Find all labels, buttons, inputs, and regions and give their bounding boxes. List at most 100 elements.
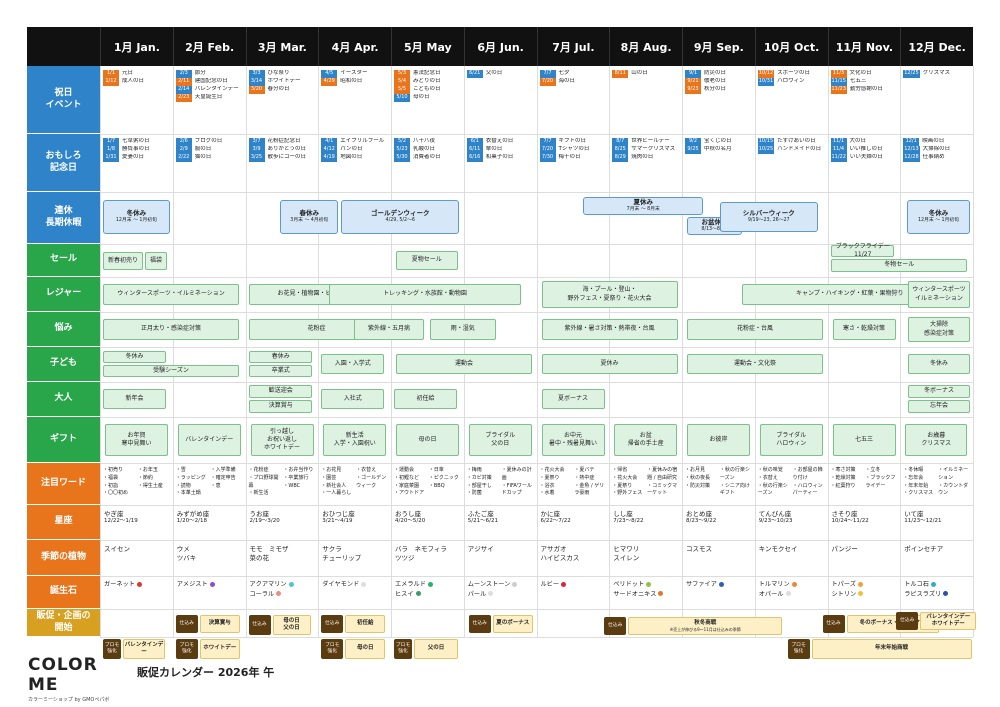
promo-box-label: 父の日 [427,645,445,652]
keyword: ・コミックマーケット [647,482,678,497]
event-item: 6/16 和菓子の日 [466,153,534,162]
birthstone-cell: エメラルド ヒスイ [391,576,464,609]
event-date: 3/14 [248,78,265,86]
grid-line [318,66,320,637]
keyword: ・お花見 [321,467,342,473]
row-label-text: ギフト [49,433,77,444]
event-item: 10/25 ハンドメイドの日 [757,146,825,154]
event-name: 梅干の日 [558,153,581,160]
keyword-cell: ・お月見・秋の夜長・防災対策・秋の行楽シーズン・シニア向けギフト・読書 / スポ… [682,463,755,505]
event-item: 2/11 建国記念の日 [175,78,243,86]
fun-day-cell: 2/6 ブログの日 2/9 服の日 2/22 猫の日 [173,134,246,192]
grid-line [100,312,973,313]
row-label-text: セール [49,254,77,265]
prep-tag: 仕込み [321,615,344,633]
promo-calendar: 1月 Jan. 2月 Feb. 3月 Mar. 4月 Apr. 5月 May 6月 Jun… [27,27,977,659]
gift-bar: お年賀 寒中見舞い [105,424,168,456]
birthstone-name: シトリン [831,590,857,598]
event-date: 9/25 [685,146,701,154]
event-date: 7/7 [539,138,556,146]
event-item: 3/7 花粉症記念日 [248,138,316,146]
zodiac-name: かに座 [540,510,561,518]
keyword: ・アウトドア [394,490,425,497]
keyword: ・読物 [175,482,191,489]
birthstone: トパーズ [832,580,897,590]
prep-tag: 仕込み [604,617,627,635]
event-name: パンの日 [340,145,363,152]
keyword: ・浴衣 [539,482,555,489]
gift-bar: お歳暮 クリスマス [905,424,968,456]
event-name: 宝くじの日 [704,138,732,144]
keyword: ・花火大会 [612,474,638,481]
event-date: 8/25 [612,146,629,154]
event-date: 6/11 [466,146,483,154]
holiday-bar-sub: 4/29, 5/2〜6 [385,218,415,224]
worry-bar: 寒さ・乾燥対策 [832,319,896,340]
prep-tag: 仕込み [468,615,491,633]
row-label: 注目ワード [27,463,100,505]
event-date: 2/23 [175,94,192,102]
event-item: 12/1 映画の日 [903,138,970,146]
prep-tag: プロモ 強化 [175,639,198,659]
birthstone-name: ラピスラズリ [904,590,942,598]
event-item: 6/21 父の日 [466,70,534,78]
gift-bar: お中元 暑中・残暑見舞い [541,424,605,456]
keyword: ・水着 [539,490,555,497]
zodiac-range: 7/23〜8/22 [613,518,644,525]
event-name: 和菓子の日 [485,153,514,160]
keyword: ・ラッピング [175,474,206,481]
worry-bar: 花粉症・台風 [687,319,823,340]
event-item: 11/23 勤労感謝の日 [830,86,898,94]
holiday-bar-spring: 春休み 3月末 ～ 4月初旬 [280,200,339,234]
gift-bar: 母の日 [396,424,459,456]
prep-tag: 仕込み [175,615,198,633]
birthstone-color-dot [646,581,652,587]
event-date: 1/31 [103,154,119,162]
grid-line [100,609,973,610]
birthstone: オパール [759,590,824,600]
keyword: ・初詣 [103,482,119,489]
keyword: ・一人暮らし [321,490,352,497]
holiday-cell: 3/3 ひな祭り 3/14 ホワイトデー 3/20 春分の日 [246,66,319,134]
grid-line [245,66,247,637]
event-item: 7/20 Tシャツの日 [539,146,607,154]
event-date: 10/25 [757,146,775,154]
event-name: エイプリルフール [340,138,385,144]
sale-bar: ブラックフライデー 11/27 [831,243,895,258]
birthstone-cell: ムーンストーン パール [464,576,537,609]
row-label: 季節の植物 [27,540,100,576]
event-date: 12/28 [903,154,920,162]
event-date: 3/9 [248,146,265,154]
promo-box-label: 冬のボーナス・クリスマス [859,620,926,627]
month-header: 4月 Apr. [318,27,391,66]
keyword: ・年末年始 [903,482,929,489]
event-item: 7/30 梅干の日 [539,153,607,162]
event-name: 犬の日 [849,138,867,144]
event-item: 2/3 節分 [175,70,243,78]
row-label: 子ども [27,347,100,382]
event-name: スポーツの日 [777,70,811,76]
keyword: ・乾燥対策 [830,474,856,481]
zodiac-range: 12/22〜1/19 [104,518,138,525]
birthstone-color-dot [561,581,567,587]
event-date: 4/12 [321,146,338,154]
event-date: 8/29 [612,154,629,162]
row-label: 祝日 イベント [27,66,100,134]
event-item: 11/4 いい推しの日 [830,146,898,154]
keyword-cell: ・梅雨 ・カビ対策 ・部屋干し ・防菌 ・夏休みの計画 ・FIFAワールドカップ [464,463,537,505]
flower-cell: バラ ネモフィラ ツツジ [395,545,447,563]
row-label-text: 連休 長期休暇 [45,205,82,228]
event-date: 9/21 [685,78,701,86]
event-date: 11/23 [830,86,847,94]
event-item: 9/25 中秋の名月 [685,146,752,154]
event-name: 勝負事の日 [122,145,150,152]
event-item: 1/7 七草粥の日 [103,138,170,146]
holiday-cell: 1/1 元日 1/12 成人の日 [100,66,173,134]
event-item: 9/1 防災の日 [685,70,752,78]
event-date: 4/5 [321,70,338,78]
kids-bar: 冬休み [103,351,166,363]
kids-bar: 運動会・文化祭 [687,354,823,374]
holiday-bar-winter: 冬休み 12月末 ～ 1月初旬 [103,200,170,234]
event-name: 節分 [194,70,206,76]
event-date: 12/1 [903,138,920,146]
